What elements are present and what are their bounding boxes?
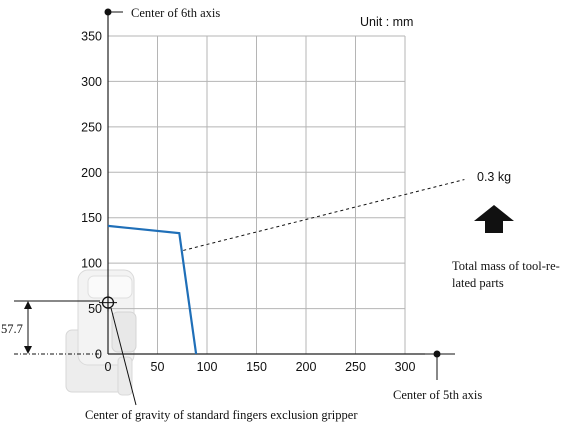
x-tick-label-300: 300 xyxy=(395,360,416,374)
x-tick-label-150: 150 xyxy=(246,360,267,374)
y-tick-label-200: 200 xyxy=(81,166,102,180)
center-of-gravity-marker xyxy=(99,293,117,312)
series-leader-line xyxy=(183,179,465,251)
total-mass-label-line2: lated parts xyxy=(452,276,504,290)
y-tick-label-300: 300 xyxy=(81,75,102,89)
cog-label: Center of gravity of standard fingers ex… xyxy=(85,408,358,422)
y-tick-label-350: 350 xyxy=(81,30,102,44)
up-arrow-icon xyxy=(474,205,514,233)
unit-label: Unit : mm xyxy=(360,15,413,29)
series-label-0.3kg: 0.3 kg xyxy=(477,170,511,184)
dimension-57.7 xyxy=(14,300,100,355)
cog-leader-line xyxy=(110,307,137,406)
x-tick-label-250: 250 xyxy=(345,360,366,374)
x-tick-label-200: 200 xyxy=(296,360,317,374)
robot-wrist-illustration xyxy=(65,269,137,396)
y-tick-label-250: 250 xyxy=(81,120,102,134)
total-mass-label-line1: Total mass of tool-re- xyxy=(452,259,560,273)
center-5th-axis-label: Center of 5th axis xyxy=(393,388,482,402)
plot-grid xyxy=(108,35,406,354)
x-tick-label-0: 0 xyxy=(105,360,112,374)
series-line-0.3kg xyxy=(107,224,198,355)
x-tick-label-100: 100 xyxy=(197,360,218,374)
tick-labels: 050100150200250300050100150200250300350 xyxy=(81,30,415,375)
center-6th-axis-label: Center of 6th axis xyxy=(131,6,220,20)
plot-axes xyxy=(107,14,425,355)
x-tick-label-50: 50 xyxy=(151,360,165,374)
y-tick-label-150: 150 xyxy=(81,211,102,225)
dimension-label: 57.7 xyxy=(1,322,23,336)
y-tick-label-100: 100 xyxy=(81,257,102,271)
y-tick-label-50: 50 xyxy=(88,302,102,316)
